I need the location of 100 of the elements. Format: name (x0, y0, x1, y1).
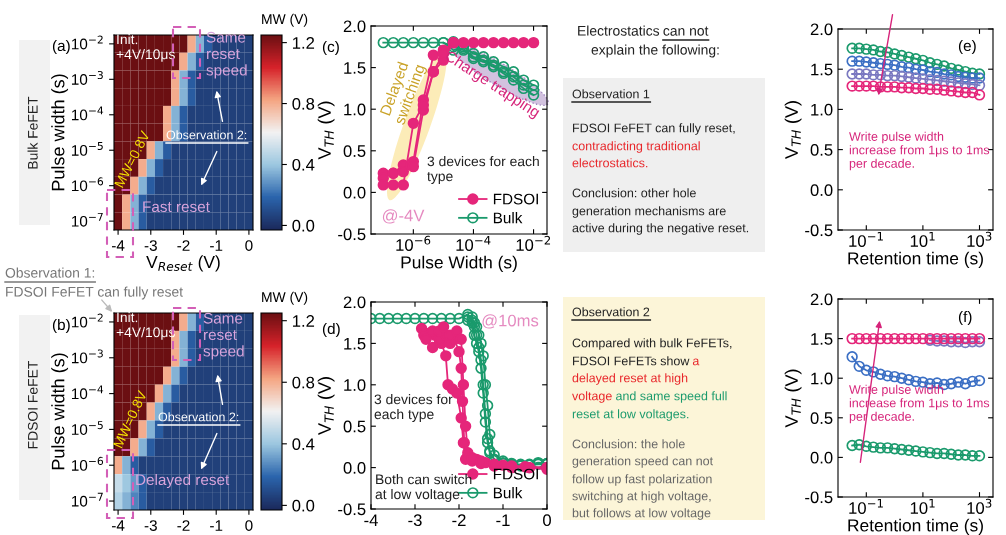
y-tick-label: 10$^{−7}$ (71, 212, 103, 227)
annotation: 3 devices for each type (427, 156, 539, 184)
x-tick-label: 10$^{−1}$ (849, 231, 883, 247)
legend-label: FDSOI (493, 468, 538, 480)
x-tick-label: 10$^{−6}$ (396, 235, 431, 251)
x-tick-label: -2 (452, 514, 466, 526)
y-tick-label: 10$^{−6}$ (71, 456, 104, 471)
color-bar-title: MW (V) (262, 13, 308, 27)
text: electrostatics. (572, 158, 648, 168)
color-bar-label: 0.0 (292, 499, 315, 512)
text: FDSOI FeFET (27, 360, 38, 449)
x-axis-title: Retention time (s) (848, 251, 983, 268)
text: Observation 2 (572, 307, 650, 317)
text: Conclusion: other hole (572, 188, 696, 198)
x-tick-label: 10$^{−1}$ (849, 498, 883, 514)
y-axis-title: Pulse width (s) (51, 74, 69, 191)
y-axis-title: Pulse width (s) (51, 353, 69, 470)
y-tick-label: 10$^{−3}$ (71, 70, 103, 85)
x-tick-label: 10$^{1}$ (910, 231, 935, 247)
x-tick-label: -3 (144, 240, 157, 251)
color-bar-label: 0.0 (292, 219, 315, 232)
y-tick-label: 2.0 (343, 20, 366, 33)
x-tick-label: 10$^{−4}$ (456, 235, 491, 251)
x-tick-label: -1 (496, 514, 510, 526)
annotation: Both can switch at low voltage. (375, 474, 472, 502)
y-tick-label: 1.5 (811, 333, 833, 345)
y-axis-title: V$_{TH}$ (V) (784, 369, 802, 428)
y-tick-label: 10$^{−3}$ (71, 349, 103, 364)
x-tick-label: -1 (210, 240, 223, 251)
y-axis-title: V$_{TH}$ (V) (317, 101, 335, 160)
y-axis-title: V$_{TH}$ (V) (317, 377, 335, 435)
x-tick-label: -4 (111, 240, 125, 251)
color-bar-label: 0.8 (292, 376, 315, 389)
text: explain the following: (591, 44, 719, 58)
text: generation mechanisms are (572, 206, 726, 218)
annotation: 3 devices for each type (374, 394, 453, 422)
x-tick-label: -2 (177, 240, 190, 251)
text: contradicting traditional (572, 141, 700, 153)
x-tick-label: -4 (111, 520, 125, 531)
y-axis-title: V$_{TH}$ (V) (784, 101, 802, 159)
y-tick-label: -0.5 (805, 491, 833, 504)
text: but follows at low voltage (572, 508, 711, 520)
y-tick-label: 0.5 (810, 144, 833, 156)
text: and same speed full (616, 391, 727, 403)
text: Compared with bulk FeFETs, (572, 338, 732, 350)
text: switching at high voltage, (572, 491, 711, 503)
y-tick-label: 0.0 (343, 186, 366, 199)
color-bar-label: 0.4 (292, 438, 315, 451)
y-tick-label: 10$^{−2}$ (71, 35, 103, 50)
y-tick-label: 0.5 (343, 420, 366, 433)
y-tick-label: 10$^{−6}$ (71, 177, 104, 192)
x-tick-label: 0 (245, 240, 253, 251)
x-tick-label: -3 (144, 520, 157, 531)
annotation: Observation 2: (158, 412, 239, 422)
y-tick-label: 0.5 (343, 145, 366, 157)
y-tick-label: 10$^{−7}$ (71, 492, 103, 507)
text: FDSOI FeFET can fully reset (6, 286, 183, 300)
text: generation speed can not (572, 456, 713, 468)
y-tick-label: 1.5 (811, 63, 833, 76)
y-tick-label: -0.5 (338, 503, 366, 516)
x-tick-label: 10$^{−2}$ (516, 235, 551, 251)
x-axis-title: V$_{Reset}$ (V) (146, 255, 220, 272)
text: FDSOI FeFETs show (573, 356, 690, 366)
y-tick-label: 0.0 (343, 462, 366, 474)
y-tick-label: 1.5 (344, 337, 366, 350)
text: FDSOI FeFET can fully reset, (573, 123, 735, 135)
y-tick-label: 1.0 (344, 103, 366, 116)
x-axis-title: Pulse Width (s) (401, 255, 517, 272)
text: voltage (572, 391, 612, 403)
text: follow up fast polarization (572, 474, 712, 486)
y-tick-label: 0.0 (810, 451, 833, 464)
text: Observation 1: (5, 267, 95, 278)
color-bar-label: 0.8 (292, 97, 315, 110)
y-tick-label: 1.0 (811, 103, 833, 116)
legend-label: Bulk (493, 487, 523, 499)
color-bar-label: 1.2 (292, 315, 315, 327)
annotation: Init. +4V/10μs (116, 34, 175, 62)
annotation: Same reset speed (203, 312, 244, 360)
y-tick-label: 1.0 (811, 372, 833, 385)
y-tick-label: 10$^{−5}$ (71, 142, 103, 156)
text: (b) (52, 318, 70, 334)
legend-label: Bulk (493, 212, 523, 224)
text: (c) (322, 40, 339, 56)
y-tick-label: 10$^{−4}$ (71, 106, 104, 121)
y-tick-label: 10$^{−5}$ (71, 421, 103, 435)
text: Bulk FeFET (27, 96, 38, 169)
x-tick-label: -1 (210, 520, 223, 531)
x-tick-label: 10$^{3}$ (967, 498, 992, 514)
annotation: Fast reset (143, 201, 210, 213)
y-tick-label: -0.5 (805, 224, 833, 237)
legend-label: FDSOI (493, 193, 538, 205)
y-tick-label: 2.0 (810, 23, 833, 36)
y-tick-label: 0.5 (810, 412, 833, 424)
y-tick-label: 0.0 (810, 184, 833, 196)
x-tick-label: 0 (543, 514, 551, 527)
text: a (692, 358, 700, 366)
text: reset at low voltages. (572, 409, 689, 421)
x-tick-label: -2 (177, 520, 190, 531)
y-tick-label: 1.0 (344, 379, 366, 391)
annotation: Same reset speed (206, 31, 247, 79)
